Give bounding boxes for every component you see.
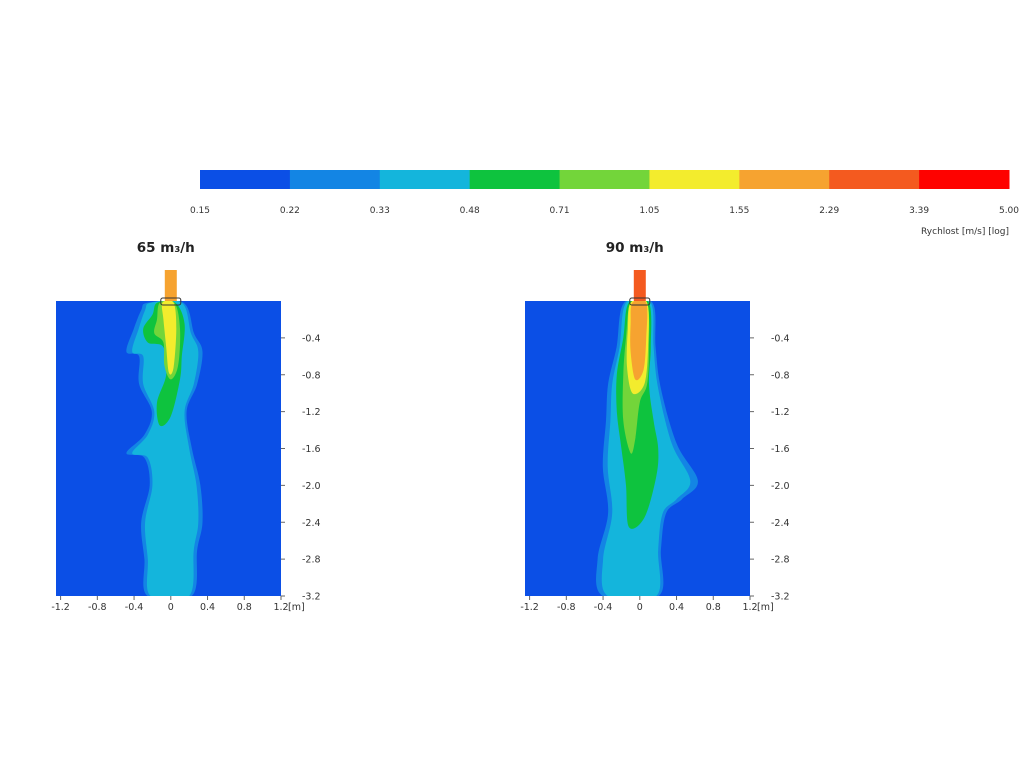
y-tick-label: -1.2 xyxy=(771,407,790,418)
panel-1: 65 m₃/h -1.2 -0.8 -0.4 0 0.4 0.8 1.2 [m] -0.4 -0.8… xyxy=(51,240,320,613)
y-tick-label: -0.4 xyxy=(302,333,321,344)
colorbar-segment-6 xyxy=(739,170,830,189)
colorbar-tick-label: 1.05 xyxy=(639,206,659,216)
colorbar-tick-label: 0.71 xyxy=(550,206,570,216)
colorbar-segment-4 xyxy=(559,170,650,189)
inlet-nozzle xyxy=(629,297,651,306)
y-tick-label: -2.4 xyxy=(302,518,321,529)
inlet-pipe xyxy=(164,270,177,301)
x-tick-label: 1.2 xyxy=(742,602,757,613)
y-tick-label: -2.8 xyxy=(771,555,790,566)
colorbar-tick-label: 0.15 xyxy=(190,206,210,216)
x-tick-label: 0.4 xyxy=(669,602,684,613)
y-tick-label: -2.0 xyxy=(302,481,321,492)
x-tick-label: -1.2 xyxy=(51,602,70,613)
inlet-pipe xyxy=(633,270,646,301)
colorbar-tick-label: 0.48 xyxy=(460,206,480,216)
x-tick-label: 0 xyxy=(637,602,643,613)
x-tick-label: 0.8 xyxy=(706,602,721,613)
colorbar-segment-5 xyxy=(649,170,740,189)
y-tick-label: -0.4 xyxy=(771,333,790,344)
colorbar-segment-2 xyxy=(379,170,471,189)
colorbar-tick-label: 5.00 xyxy=(999,206,1019,216)
x-unit-label: [m] xyxy=(757,602,774,613)
plume xyxy=(126,301,203,596)
inlet-nozzle xyxy=(160,297,182,306)
y-tick-label: -1.6 xyxy=(771,444,790,455)
y-tick-label: -0.8 xyxy=(302,370,321,381)
x-tick-label: 0.8 xyxy=(237,602,252,613)
y-tick-label: -2.4 xyxy=(771,518,790,529)
x-tick-label: 1.2 xyxy=(273,602,288,613)
plume-layer-5 xyxy=(161,301,177,375)
y-tick-label: -0.8 xyxy=(771,370,790,381)
colorbar-tick-label: 3.39 xyxy=(909,206,929,216)
panel-2: 90 m₃/h -1.2 -0.8 -0.4 0 0.4 0.8 1.2 [m] -0.4 -0.8… xyxy=(520,240,789,613)
panels: 65 m₃/h-1.2 -0.8 -0.4 0 0.4 0.8 1.2 [m]-0.4-0.8… xyxy=(51,240,789,613)
colorbar-tick-label: 0.22 xyxy=(280,206,300,216)
panel-title: 90 m₃/h xyxy=(606,240,664,256)
colorbar-label: Rychlost [m/s] [log] xyxy=(921,227,1009,237)
x-tick-label: -0.8 xyxy=(557,602,576,613)
y-tick-label: -2.0 xyxy=(771,481,790,492)
panel-title: 65 m₃/h xyxy=(137,240,195,256)
plume-layer-6 xyxy=(630,301,648,381)
x-tick-label: 0 xyxy=(168,602,174,613)
colorbar-tick-label: 2.29 xyxy=(819,206,839,216)
colorbar-segment-0 xyxy=(200,170,291,189)
colorbar-tick-label: 1.55 xyxy=(729,206,749,216)
colorbar-segment-3 xyxy=(469,170,561,189)
x-tick-label: 0.4 xyxy=(200,602,215,613)
plume-layer-2 xyxy=(132,301,199,596)
y-tick-label: -1.2 xyxy=(302,407,321,418)
y-tick-label: -1.6 xyxy=(302,444,321,455)
colorbar: 0.15 0.22 0.33 0.48 0.71 1.05 1.55 2.29 3.39 5.00… xyxy=(190,170,1019,237)
x-unit-label: [m] xyxy=(288,602,305,613)
y-tick-label: -3.2 xyxy=(302,592,321,603)
colorbar-segment-8 xyxy=(919,170,1010,189)
x-tick-label: -0.4 xyxy=(125,602,144,613)
colorbar-segment-7 xyxy=(829,170,920,189)
x-tick-label: -1.2 xyxy=(520,602,539,613)
y-tick-label: -3.2 xyxy=(771,592,790,603)
x-tick-label: -0.8 xyxy=(88,602,107,613)
x-tick-label: -0.4 xyxy=(594,602,613,613)
plume xyxy=(596,301,698,596)
y-tick-label: -2.8 xyxy=(302,555,321,566)
colorbar-segment-1 xyxy=(289,170,381,189)
colorbar-tick-label: 0.33 xyxy=(370,206,390,216)
